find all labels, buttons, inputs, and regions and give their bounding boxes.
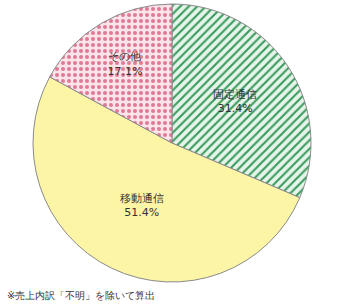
svg-text:移動通信51.4%: 移動通信51.4% [120,192,164,219]
svg-text:その他17.1%: その他17.1% [107,50,142,77]
svg-text:固定通信31.4%: 固定通信31.4% [213,88,257,115]
svg-text:※売上内訳「不明」を除いて算出: ※売上内訳「不明」を除いて算出 [7,290,155,301]
